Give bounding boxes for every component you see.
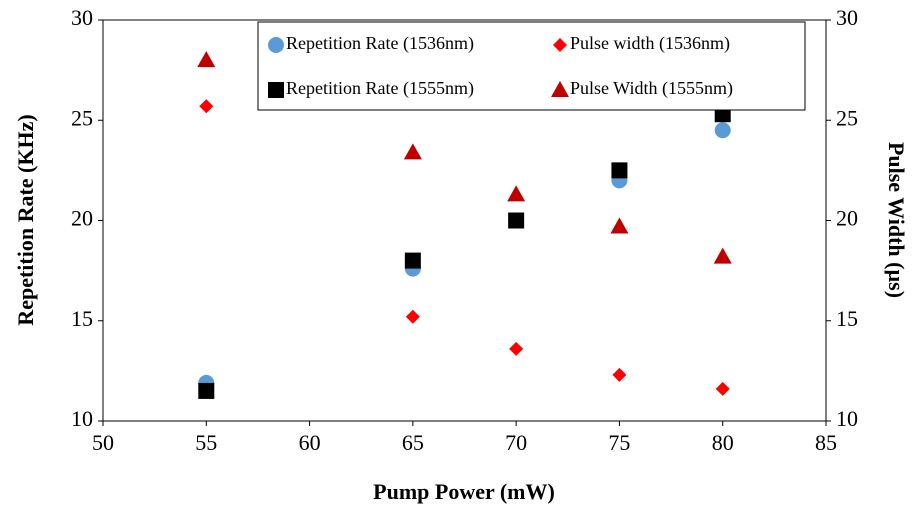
point (507, 185, 526, 202)
point (509, 341, 524, 356)
point (197, 51, 216, 68)
y-tick-label: 10 (71, 406, 93, 431)
legend-marker (553, 38, 567, 52)
x-tick-label: 70 (505, 430, 527, 455)
point (713, 247, 732, 264)
y-axis-title: Repetition Rate (KHz) (13, 114, 38, 325)
y2-tick-label: 20 (836, 206, 858, 231)
x-tick-label: 65 (402, 430, 424, 455)
point (714, 122, 731, 139)
legend-label: Pulse width (1536nm) (570, 33, 730, 54)
legend-label: Repetition Rate (1536nm) (286, 33, 474, 54)
y-tick-label: 20 (71, 206, 93, 231)
point (404, 252, 421, 269)
point (508, 212, 525, 229)
x-tick-label: 60 (299, 430, 321, 455)
y-tick-label: 15 (71, 306, 93, 331)
legend-box (257, 21, 806, 111)
x-tick-label: 50 (92, 430, 114, 455)
y2-tick-label: 25 (836, 105, 858, 130)
y2-tick-label: 15 (836, 306, 858, 331)
point (405, 309, 420, 324)
x-tick-label: 80 (712, 430, 734, 455)
x-tick-label: 85 (815, 430, 837, 455)
legend-marker (268, 37, 284, 53)
point (715, 381, 730, 396)
point (403, 143, 422, 160)
legend-label: Pulse Width (1555nm) (570, 78, 733, 99)
legend-marker (268, 82, 284, 98)
point (199, 99, 214, 114)
y2-axis-title: Pulse Width (µs) (884, 142, 909, 298)
legend-marker (551, 81, 569, 97)
y2-tick-label: 30 (836, 5, 858, 30)
x-tick-label: 55 (195, 430, 217, 455)
point (611, 162, 628, 179)
legend-label: Repetition Rate (1555nm) (286, 78, 474, 99)
y2-tick-label: 10 (836, 406, 858, 431)
y-tick-label: 25 (71, 105, 93, 130)
point (198, 382, 215, 399)
point (612, 367, 627, 382)
x-tick-label: 75 (608, 430, 630, 455)
y-tick-label: 30 (71, 5, 93, 30)
point (610, 217, 629, 234)
x-axis-title: Pump Power (mW) (373, 479, 555, 504)
